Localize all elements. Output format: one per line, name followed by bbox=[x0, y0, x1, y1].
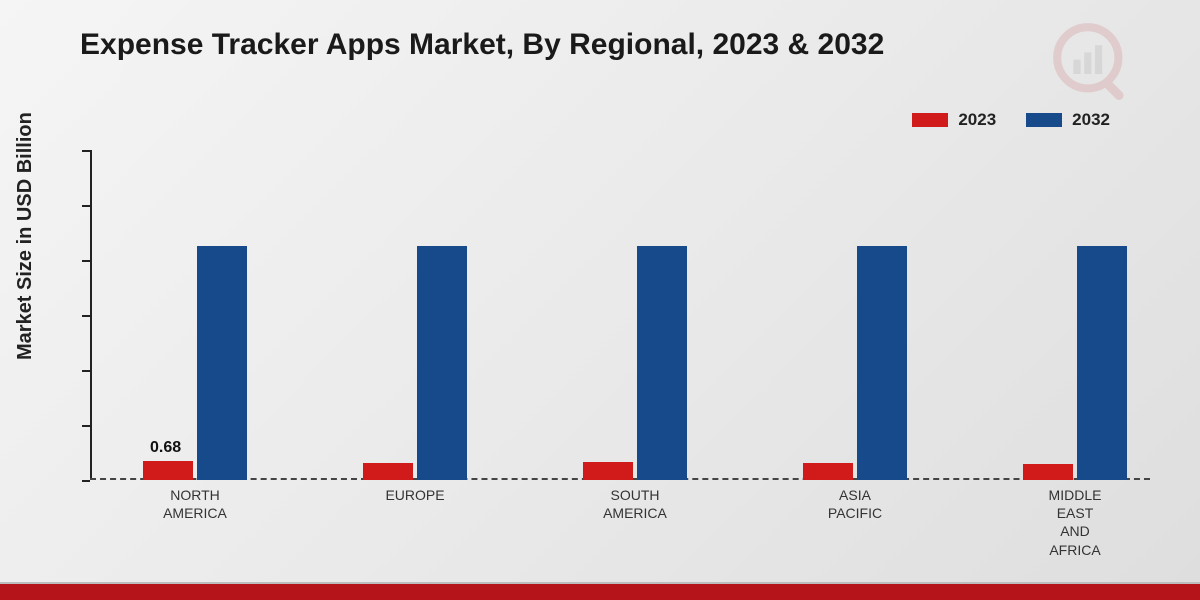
legend-swatch-2023 bbox=[912, 113, 948, 127]
legend-label-2032: 2032 bbox=[1072, 110, 1110, 130]
footer-bar bbox=[0, 584, 1200, 600]
bar-2023 bbox=[583, 462, 633, 480]
bar-2023 bbox=[1023, 464, 1073, 480]
y-tick bbox=[82, 150, 90, 152]
y-tick bbox=[82, 425, 90, 427]
bar-value-label: 0.68 bbox=[150, 439, 181, 457]
x-axis-category-label: MIDDLE EAST AND AFRICA bbox=[1000, 486, 1150, 559]
y-axis-label: Market Size in USD Billion bbox=[14, 112, 37, 360]
bar-2032 bbox=[1077, 246, 1127, 480]
y-tick bbox=[82, 370, 90, 372]
bar-group bbox=[780, 150, 930, 480]
plot-area: 0.68 bbox=[90, 150, 1150, 480]
bar-group bbox=[340, 150, 490, 480]
y-tick bbox=[82, 205, 90, 207]
bar-2023 bbox=[803, 463, 853, 480]
bar-group bbox=[560, 150, 710, 480]
bar-2023 bbox=[143, 461, 193, 480]
legend-item-2032: 2032 bbox=[1026, 110, 1110, 130]
bar-2032 bbox=[857, 246, 907, 480]
bar-2032 bbox=[637, 246, 687, 480]
watermark-bar-1 bbox=[1073, 60, 1080, 74]
chart-title: Expense Tracker Apps Market, By Regional… bbox=[80, 28, 884, 62]
y-axis-line bbox=[90, 150, 92, 480]
x-axis-category-label: NORTH AMERICA bbox=[120, 486, 270, 522]
bar-2032 bbox=[197, 246, 247, 480]
x-axis-labels: NORTH AMERICA EUROPE SOUTH AMERICA ASIA PAC… bbox=[90, 486, 1150, 566]
y-tick bbox=[82, 260, 90, 262]
y-tick bbox=[82, 315, 90, 317]
bar-2032 bbox=[417, 246, 467, 480]
bar-2023 bbox=[363, 463, 413, 480]
bar-group: 0.68 bbox=[120, 150, 270, 480]
bar-group bbox=[1000, 150, 1150, 480]
legend-label-2023: 2023 bbox=[958, 110, 996, 130]
watermark-bar-3 bbox=[1095, 45, 1102, 74]
y-tick bbox=[82, 480, 90, 482]
chart-canvas: Expense Tracker Apps Market, By Regional… bbox=[0, 0, 1200, 600]
legend-swatch-2032 bbox=[1026, 113, 1062, 127]
x-axis-category-label: SOUTH AMERICA bbox=[560, 486, 710, 522]
legend: 2023 2032 bbox=[912, 110, 1110, 130]
x-axis-category-label: EUROPE bbox=[340, 486, 490, 504]
watermark-bar-2 bbox=[1084, 52, 1091, 74]
watermark-logo bbox=[1050, 20, 1140, 110]
x-axis-category-label: ASIA PACIFIC bbox=[780, 486, 930, 522]
legend-item-2023: 2023 bbox=[912, 110, 996, 130]
